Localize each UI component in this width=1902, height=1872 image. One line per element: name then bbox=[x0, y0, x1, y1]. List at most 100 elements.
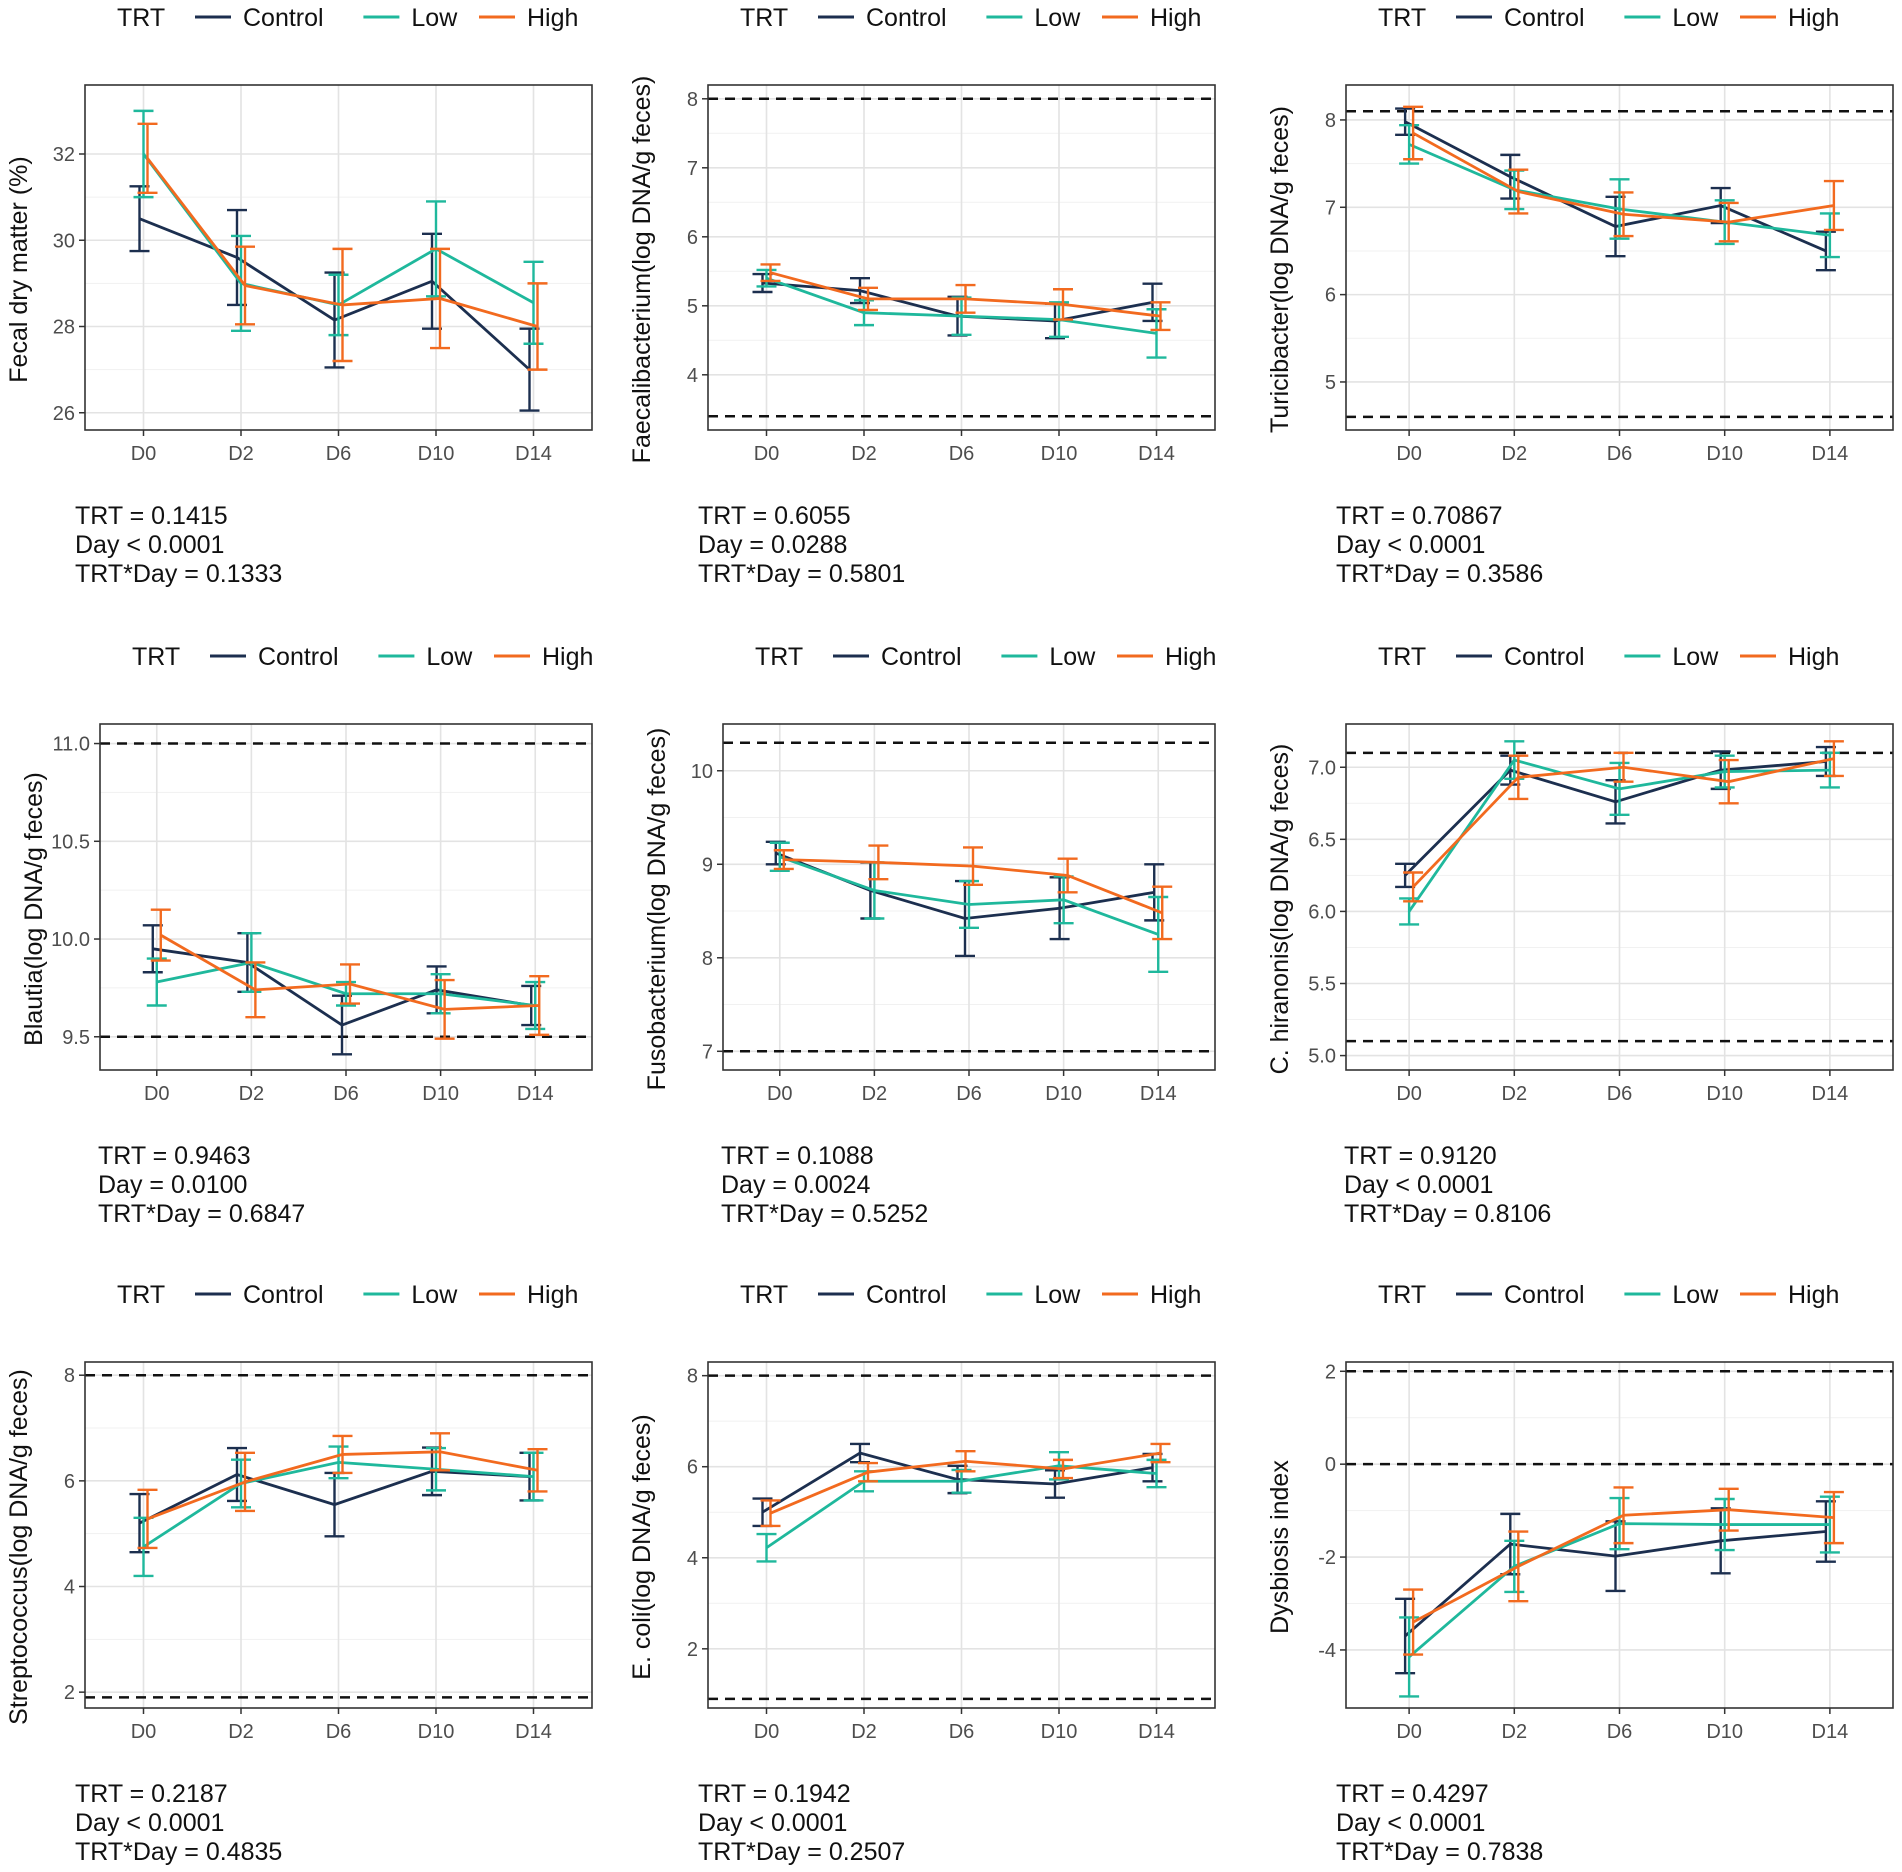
y-tick-label: 7 bbox=[687, 158, 698, 180]
legend: TRT Control Low High bbox=[1378, 4, 1839, 32]
y-tick-label: 6.5 bbox=[1308, 829, 1336, 851]
y-axis-title: Fusobacterium(log DNA/g feces) bbox=[643, 728, 671, 1091]
legend-label-control: Control bbox=[881, 643, 962, 671]
stats-line: TRT*Day = 0.6847 bbox=[98, 1200, 305, 1228]
x-tick-label: D0 bbox=[144, 1083, 170, 1105]
legend-label-high: High bbox=[1788, 643, 1839, 671]
x-tick-label: D10 bbox=[418, 443, 455, 465]
error-bar bbox=[1146, 1458, 1167, 1489]
stats-line: Day = 0.0288 bbox=[698, 531, 847, 559]
legend: TRT Control Low High bbox=[1378, 1281, 1839, 1309]
series-high bbox=[150, 908, 550, 1040]
legend-label-control: Control bbox=[243, 4, 324, 32]
x-tick-label: D2 bbox=[1502, 1083, 1528, 1105]
x-tick-label: D14 bbox=[515, 1721, 552, 1743]
stats-line: Day < 0.0001 bbox=[1344, 1171, 1493, 1199]
legend-title: TRT bbox=[117, 4, 165, 32]
x-tick-label: D14 bbox=[1138, 443, 1175, 465]
x-tick-label: D14 bbox=[1812, 1721, 1849, 1743]
x-tick-label: D0 bbox=[1396, 1083, 1422, 1105]
legend: TRT Control Low High bbox=[1378, 643, 1839, 671]
stats-line: TRT*Day = 0.4835 bbox=[75, 1838, 282, 1866]
x-tick-label: D2 bbox=[228, 443, 254, 465]
series-line bbox=[1404, 120, 1827, 253]
series-line bbox=[146, 157, 538, 328]
series-line bbox=[1404, 760, 1826, 877]
stats-line: TRT = 0.9120 bbox=[1344, 1142, 1497, 1170]
x-tick-label: D6 bbox=[1607, 1721, 1633, 1743]
y-tick-label: 5 bbox=[1325, 372, 1336, 394]
series-line bbox=[1407, 758, 1830, 913]
y-tick-label: -4 bbox=[1318, 1640, 1336, 1662]
series-line bbox=[1408, 1522, 1830, 1658]
legend-title: TRT bbox=[117, 1281, 165, 1309]
y-tick-label: 0 bbox=[1325, 1454, 1336, 1476]
x-tick-label: D6 bbox=[956, 1083, 982, 1105]
series-line bbox=[770, 271, 1161, 318]
x-tick-label: D0 bbox=[767, 1083, 793, 1105]
legend-label-low: Low bbox=[1672, 4, 1719, 32]
x-tick-label: D10 bbox=[418, 1721, 455, 1743]
stats-line: Day < 0.0001 bbox=[1336, 1809, 1485, 1837]
x-tick-label: D6 bbox=[1607, 443, 1633, 465]
legend-label-high: High bbox=[1788, 1281, 1839, 1309]
grid bbox=[1346, 85, 1893, 430]
stats-line: TRT = 0.6055 bbox=[698, 502, 851, 530]
stats-line: TRT*Day = 0.1333 bbox=[75, 560, 282, 588]
series-high bbox=[1403, 740, 1844, 903]
x-tick-label: D14 bbox=[1140, 1083, 1177, 1105]
y-tick-label: 5 bbox=[687, 296, 698, 318]
series-high bbox=[773, 844, 1173, 941]
panel-2: TRT Control Low High 4 5 6 7 8 D0 D2 D6 D10 D14 Faecal… bbox=[628, 4, 1216, 588]
legend-label-low: Low bbox=[411, 1281, 458, 1309]
legend: TRT Control Low High bbox=[740, 4, 1201, 32]
x-tick-label: D0 bbox=[131, 443, 157, 465]
y-tick-label: 6 bbox=[687, 1457, 698, 1479]
y-tick-label: 4 bbox=[687, 365, 698, 387]
series-low bbox=[756, 1450, 1167, 1563]
stats-line: TRT = 0.9463 bbox=[98, 1142, 251, 1170]
series-line bbox=[1412, 757, 1835, 888]
series-line bbox=[765, 1464, 1157, 1549]
series-high bbox=[1403, 1486, 1844, 1656]
stats-line: TRT = 0.70867 bbox=[1336, 502, 1503, 530]
x-tick-label: D14 bbox=[517, 1083, 554, 1105]
y-tick-label: 4 bbox=[687, 1548, 698, 1570]
stats-line: TRT*Day = 0.7838 bbox=[1336, 1838, 1543, 1866]
y-axis-title: Fecal dry matter (%) bbox=[5, 156, 33, 382]
stats-line: Day = 0.0100 bbox=[98, 1171, 247, 1199]
error-bar bbox=[760, 1499, 781, 1528]
legend-label-high: High bbox=[1150, 4, 1201, 32]
series-control bbox=[1395, 1500, 1836, 1675]
series-high bbox=[760, 263, 1171, 332]
stats-line: TRT = 0.1088 bbox=[721, 1142, 874, 1170]
y-tick-label: 10.5 bbox=[51, 831, 90, 853]
series-control bbox=[142, 924, 542, 1056]
legend-label-high: High bbox=[1788, 4, 1839, 32]
legend: TRT Control Low High bbox=[132, 643, 593, 671]
y-tick-label: 2 bbox=[64, 1682, 75, 1704]
x-tick-label: D6 bbox=[949, 1721, 975, 1743]
series-line bbox=[1412, 131, 1835, 224]
series-line bbox=[138, 1469, 530, 1525]
x-tick-label: D0 bbox=[131, 1721, 157, 1743]
x-tick-label: D0 bbox=[1396, 1721, 1422, 1743]
stats-line: Day = 0.0024 bbox=[721, 1171, 871, 1199]
series-control bbox=[765, 840, 1165, 958]
y-tick-label: 4 bbox=[64, 1577, 75, 1599]
panel-4: TRT Control Low High 9.5 10.0 10.5 11.0 D0 D2 D6 D1… bbox=[20, 643, 593, 1228]
x-tick-label: D10 bbox=[1706, 1721, 1743, 1743]
y-tick-label: -2 bbox=[1318, 1547, 1336, 1569]
series-line bbox=[152, 947, 532, 1027]
y-tick-label: 7 bbox=[702, 1041, 713, 1063]
legend-label-high: High bbox=[1165, 643, 1216, 671]
error-bar bbox=[1399, 1616, 1420, 1698]
legend: TRT Control Low High bbox=[740, 1281, 1201, 1309]
stats-line: TRT = 0.4297 bbox=[1336, 1780, 1489, 1808]
legend-label-low: Low bbox=[1672, 643, 1719, 671]
y-axis-title: E. coli(log DNA/g feces) bbox=[628, 1414, 656, 1679]
series-high bbox=[760, 1442, 1171, 1528]
y-axis-title: Streptococcus(log DNA/g feces) bbox=[5, 1369, 33, 1725]
series-line bbox=[761, 1451, 1153, 1514]
